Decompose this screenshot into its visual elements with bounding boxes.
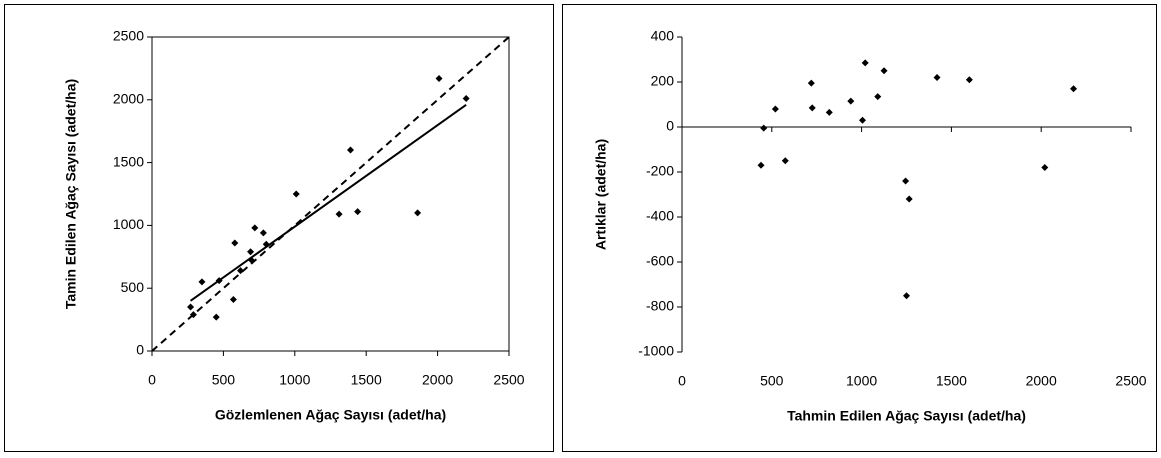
x-tick-label: 2000 [422,372,453,388]
x-axis-title: Gözlemlenen Ağaç Sayısı (adet/ha) [215,407,446,423]
y-tick-label: 1500 [113,153,144,169]
y-tick-label: 500 [121,279,145,295]
y-tick-label: 1000 [113,216,144,232]
point [771,105,779,113]
point [212,313,220,321]
point [825,108,833,116]
y-axis-title: Tamin Edilen Ağaç Sayısı (adet/ha) [63,79,79,309]
x-tick-label: 1500 [351,372,382,388]
point [1041,164,1049,171]
panel-border [4,4,554,452]
x-tick-label: 500 [212,372,236,388]
point [905,195,913,203]
point [259,229,267,237]
point [292,190,300,198]
y-tick-label: 200 [651,73,675,89]
point [880,67,888,75]
point [346,146,354,154]
point [335,210,343,218]
point [248,257,256,265]
point [262,240,270,248]
point [1070,85,1078,93]
point [187,303,195,311]
y-tick-label: 400 [651,28,675,44]
x-tick-label: 1000 [846,373,877,389]
point [808,104,816,112]
point [435,74,443,82]
point [247,248,255,256]
point [781,157,789,165]
x-tick-label: 2500 [1115,373,1146,389]
point [757,161,765,169]
point [215,277,223,285]
fit-line [151,36,510,352]
point [874,93,882,101]
y-tick-label: 0 [666,118,674,134]
panel-border [562,4,1157,452]
point [251,224,259,232]
y-tick-label: -1000 [638,343,674,359]
x-tick-label: 2500 [493,372,524,388]
x-tick-label: 0 [678,373,686,389]
point [462,95,470,103]
point [198,278,206,286]
x-tick-label: 2000 [1026,373,1057,389]
point [933,74,941,81]
y-tick-label: 2000 [113,91,144,107]
point [760,124,768,132]
y-tick-label: -400 [646,208,674,224]
fit-line [189,104,467,302]
point [231,239,239,247]
point [861,59,869,67]
x-tick-label: 1500 [936,373,967,389]
point [903,292,910,300]
point [847,97,855,105]
x-tick-label: 0 [148,372,156,388]
point [189,311,197,319]
x-axis-title: Tahmin Edilen Ağaç Sayısı (adet/ha) [787,408,1026,424]
x-tick-label: 500 [760,373,784,389]
y-axis-title: Artıklar (adet/ha) [593,139,609,250]
plot-frame [151,36,510,352]
point [858,116,866,124]
point [807,79,815,87]
point [229,296,237,304]
point [902,177,910,185]
point [965,76,973,84]
point [237,267,245,275]
y-tick-label: 2500 [113,28,144,44]
y-tick-label: -600 [646,253,674,269]
point [414,209,422,217]
y-tick-label: 0 [136,342,144,358]
y-tick-label: -200 [646,163,674,179]
x-tick-label: 1000 [279,372,310,388]
y-tick-label: -800 [646,298,674,314]
point [354,208,362,216]
